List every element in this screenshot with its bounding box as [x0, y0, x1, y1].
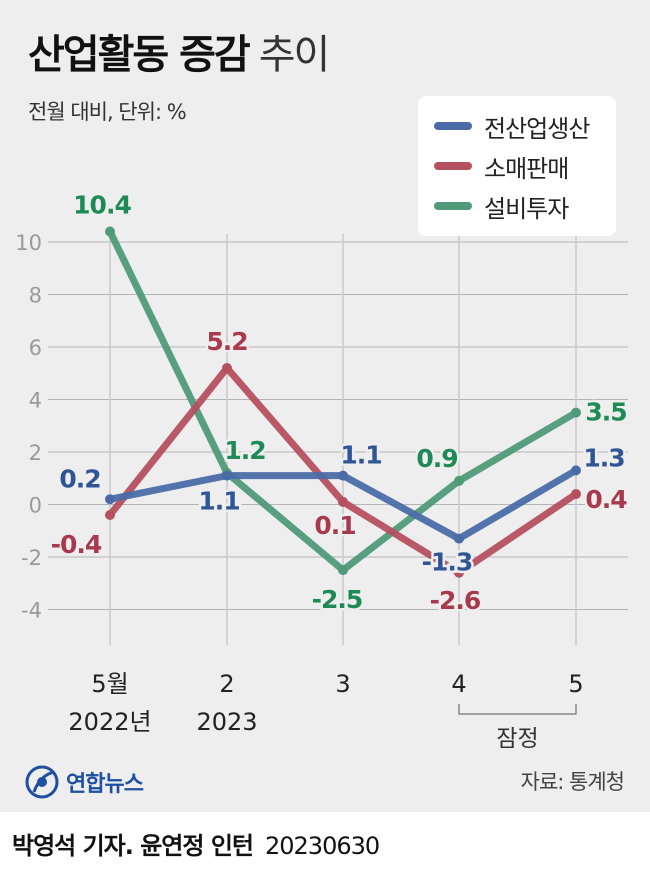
legend-swatch-production: [434, 122, 472, 130]
legend-item-investment: 설비투자: [434, 188, 569, 224]
data-label: 0.2: [59, 464, 100, 493]
x-tick-label: 3: [335, 670, 350, 698]
legend-label-retail: 소매판매: [484, 154, 569, 183]
data-label: -0.4: [51, 530, 102, 559]
x-tick-label: 5월: [91, 670, 128, 698]
data-point: [105, 510, 115, 520]
data-label: -1.3: [422, 548, 473, 577]
x-tick-label: 5: [568, 670, 583, 698]
x-tick-label: 2: [219, 670, 234, 698]
data-label: -2.5: [312, 585, 363, 614]
data-label: 1.1: [198, 487, 239, 516]
data-label: 1.1: [340, 441, 381, 470]
legend-label-investment: 설비투자: [484, 194, 569, 223]
data-label: 5.2: [206, 327, 247, 356]
data-point: [571, 489, 581, 499]
data-point: [105, 226, 115, 237]
data-point: [105, 494, 115, 505]
data-point: [454, 475, 464, 486]
y-tick-label: 8: [29, 284, 42, 308]
y-tick-label: 0: [29, 494, 42, 518]
data-label: -2.6: [430, 586, 481, 615]
chart-title-suffix: 추이: [258, 32, 331, 78]
data-point: [338, 565, 348, 576]
data-label: 0.1: [314, 511, 355, 540]
agency-brand: 연합뉴스: [24, 760, 144, 804]
data-label: 1.3: [583, 443, 624, 472]
data-point: [338, 496, 348, 507]
legend: 전산업생산 소매판매 설비투자: [418, 96, 616, 236]
x-tick-sublabel: 2022년: [68, 708, 151, 736]
line-chart: 10 8 6 4 2 0 -2 -4 5월 2022년 2 2023 3 4 5 잠정 0.2 1.1 1.1 -1.…: [15, 190, 629, 752]
agency-name: 연합뉴스: [66, 772, 144, 797]
legend-swatch-investment: [434, 202, 472, 210]
data-point: [222, 363, 232, 373]
provisional-label: 잠정: [496, 726, 538, 752]
publish-date: 20230630: [264, 832, 380, 860]
legend-item-retail: 소매판매: [434, 148, 569, 184]
chart-subtitle: 전월 대비, 단위: %: [28, 100, 187, 124]
legend-item-production: 전산업생산: [434, 108, 590, 144]
y-tick-label: 2: [29, 441, 42, 465]
footer: 박영석 기자. 윤연정 인턴 20230630: [12, 826, 380, 861]
x-tick-sublabel: 2023: [196, 708, 257, 736]
data-point: [571, 407, 581, 418]
data-point: [454, 533, 464, 544]
data-label: 1.2: [224, 436, 265, 465]
legend-swatch-retail: [434, 162, 472, 170]
chart-panel: 산업활동 증감 추이 전월 대비, 단위: % 10 8 6 4 2 0 -2 -4 5월 2022…: [0, 0, 650, 812]
title-row: 산업활동 증감 추이: [28, 22, 331, 80]
data-label: 0.9: [416, 444, 457, 473]
chart-title: 산업활동 증감: [28, 32, 251, 78]
data-label: 3.5: [585, 398, 626, 427]
data-point: [454, 567, 464, 578]
data-point: [571, 465, 581, 476]
x-tick-label: 4: [451, 670, 466, 698]
data-source: 자료: 통계청: [520, 770, 625, 794]
data-label: 10.4: [73, 191, 131, 220]
data-point: [338, 470, 348, 481]
data-point: [222, 470, 232, 481]
byline: 박영석 기자. 윤연정 인턴: [12, 832, 254, 860]
y-tick-label: 10: [15, 231, 42, 255]
data-label: 0.4: [585, 485, 627, 514]
legend-label-production: 전산업생산: [484, 114, 590, 143]
y-tick-label: -4: [21, 599, 42, 623]
y-tick-label: 6: [29, 336, 42, 360]
y-tick-label: -2: [21, 546, 42, 570]
provisional-bracket: [458, 704, 577, 715]
yonhap-logo-icon: [25, 765, 59, 799]
y-tick-label: 4: [29, 389, 42, 413]
